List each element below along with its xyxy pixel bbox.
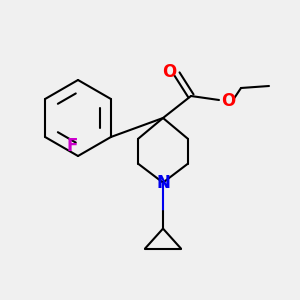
Text: O: O (221, 92, 235, 110)
Text: F: F (66, 137, 78, 155)
Text: O: O (162, 63, 176, 81)
Text: N: N (156, 174, 170, 192)
